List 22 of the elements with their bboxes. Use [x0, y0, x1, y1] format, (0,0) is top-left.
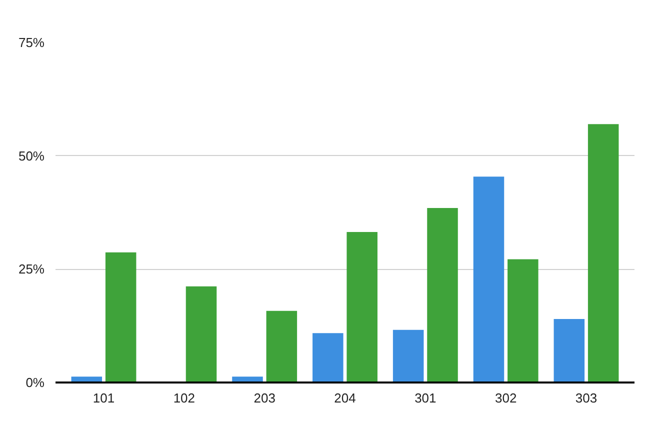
y-tick-label: 0% — [26, 375, 45, 390]
bar — [186, 286, 217, 382]
bar — [588, 124, 619, 382]
bar — [427, 208, 458, 382]
x-tick-label: 204 — [334, 390, 356, 406]
x-tick-label: 101 — [92, 390, 115, 406]
y-tick-label: 50% — [18, 148, 45, 164]
x-tick-label: 102 — [173, 390, 196, 406]
x-tick-label: 303 — [575, 390, 598, 406]
bar — [508, 259, 538, 382]
bar — [105, 252, 136, 382]
x-tick-label: 302 — [494, 390, 517, 406]
x-tick-label: 203 — [254, 390, 276, 406]
x-tick-label: 301 — [414, 390, 436, 406]
bar — [473, 176, 504, 382]
y-tick-label: 75% — [18, 35, 45, 50]
bar — [554, 319, 585, 382]
bar — [392, 330, 424, 382]
bar — [346, 232, 378, 382]
y-tick-label: 25% — [18, 262, 45, 277]
bar — [312, 333, 344, 382]
bar — [266, 310, 298, 382]
